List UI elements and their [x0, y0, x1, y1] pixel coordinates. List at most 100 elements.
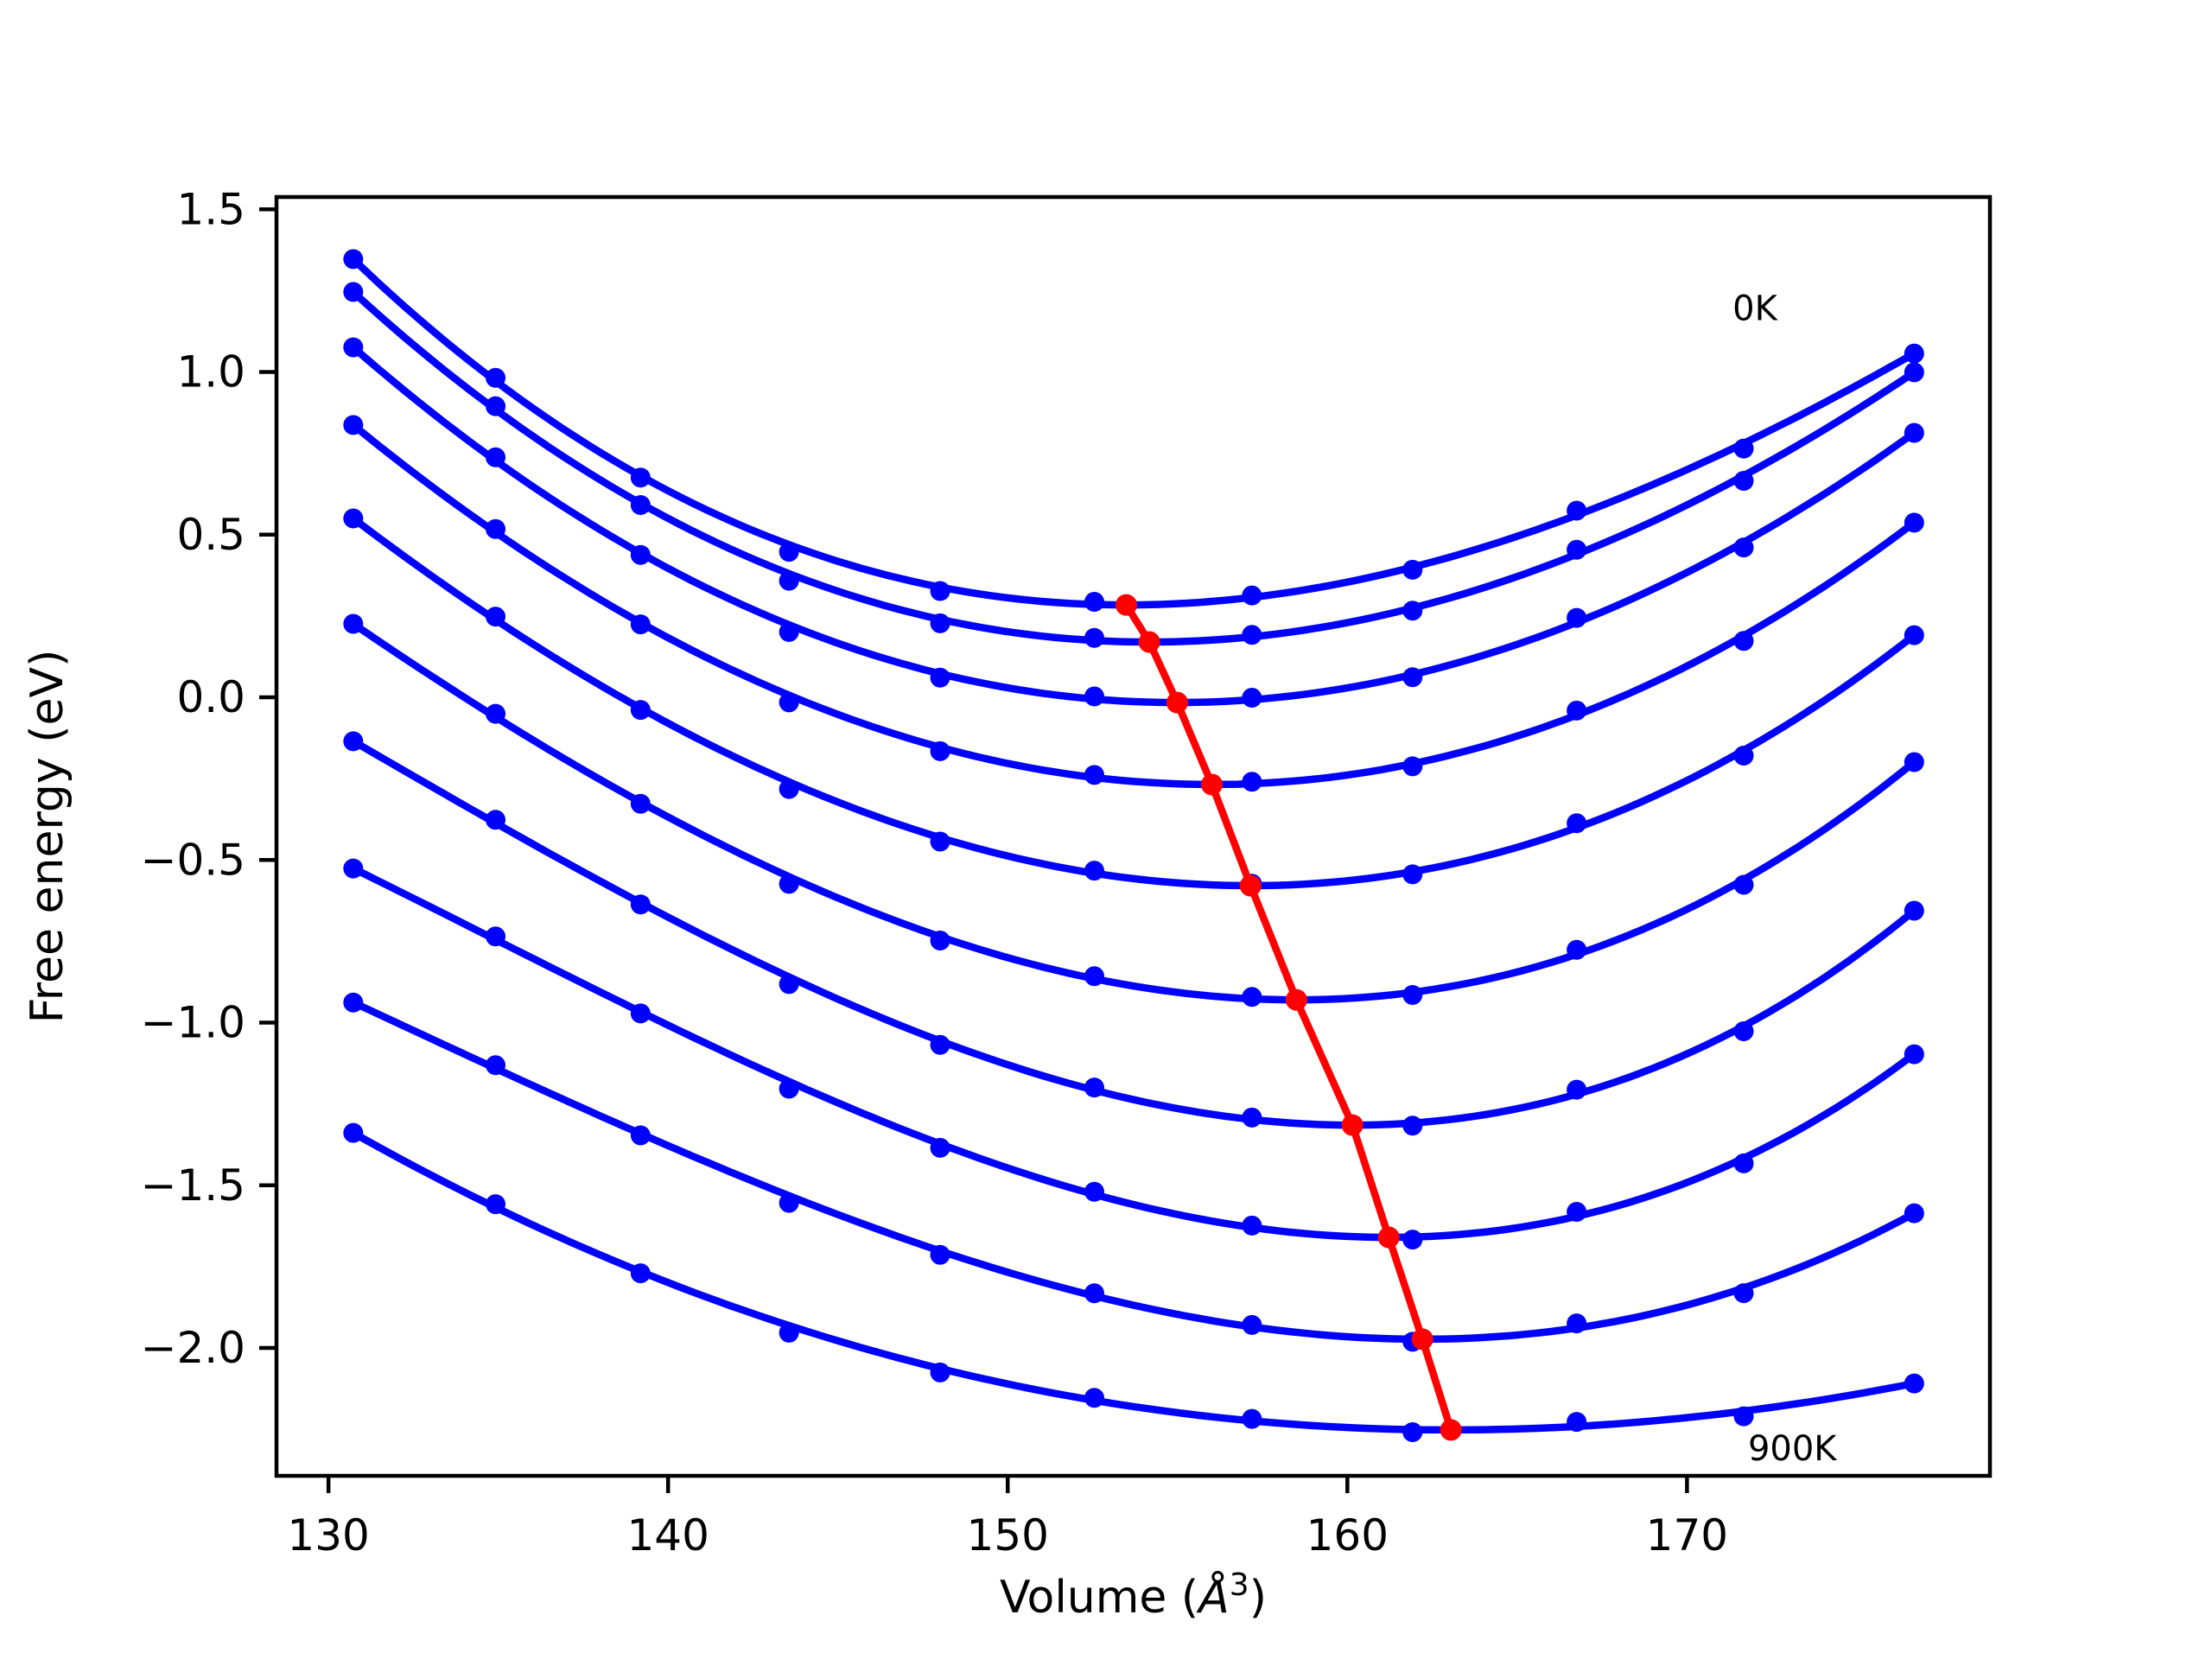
point-0K-V143.56	[779, 542, 799, 563]
point-400K-V161.92	[1402, 864, 1423, 885]
point-300K-V152.55	[1084, 765, 1104, 785]
point-700K-V176.69	[1904, 1044, 1924, 1065]
point-0K-V171.67	[1733, 438, 1754, 459]
minimum-point-200K	[1166, 691, 1188, 714]
point-700K-V171.67	[1733, 1153, 1754, 1173]
axes-frame	[274, 194, 1993, 1478]
point-600K-V134.92	[486, 810, 506, 830]
point-100K-V148.01	[930, 613, 950, 633]
point-800K-V148.01	[930, 1244, 950, 1265]
point-0K-V148.01	[930, 581, 950, 601]
point-900K-V157.19	[1242, 1408, 1262, 1429]
point-900K-V166.75	[1567, 1412, 1587, 1433]
point-500K-V176.69	[1904, 752, 1924, 772]
point-800K-V157.19	[1242, 1314, 1262, 1335]
dots-400K	[343, 508, 1924, 894]
point-800K-V139.19	[630, 1125, 651, 1146]
curve-800K	[349, 998, 1918, 1344]
curve-900K	[349, 1128, 1918, 1434]
y-tick-label-0.0: 0.0	[176, 672, 245, 722]
dots-200K	[343, 337, 1924, 709]
minimum-point-500K	[1285, 988, 1307, 1011]
point-300K-V130.73	[343, 415, 364, 435]
point-900K-V148.01	[930, 1362, 950, 1382]
point-200K-V130.73	[343, 337, 364, 358]
point-700K-V139.19	[630, 1003, 651, 1024]
dots-300K	[343, 415, 1924, 792]
point-200K-V143.56	[779, 621, 799, 642]
point-600K-V157.19	[1242, 1107, 1262, 1128]
y-tick-label-−2.0: −2.0	[141, 1323, 245, 1373]
data-points	[343, 249, 1924, 1443]
point-400K-V171.67	[1733, 745, 1754, 766]
point-600K-V161.92	[1402, 1116, 1423, 1136]
y-tick-label-−1.0: −1.0	[141, 998, 245, 1048]
point-300K-V161.92	[1402, 756, 1423, 777]
point-100K-V152.55	[1084, 627, 1104, 648]
point-600K-V152.55	[1084, 1077, 1104, 1098]
point-0K-V139.19	[630, 467, 651, 488]
point-100K-V130.73	[343, 282, 364, 302]
point-800K-V143.56	[779, 1192, 799, 1213]
point-600K-V166.75	[1567, 1079, 1587, 1100]
point-900K-V134.92	[486, 1194, 506, 1215]
curve-500K	[349, 620, 1918, 1004]
point-200K-V152.55	[1084, 686, 1104, 707]
curve-600K	[349, 737, 1918, 1129]
point-500K-V139.19	[630, 793, 651, 814]
point-600K-V171.67	[1733, 1021, 1754, 1042]
point-200K-V157.19	[1242, 688, 1262, 709]
point-200K-V171.67	[1733, 537, 1754, 558]
point-500K-V148.01	[930, 931, 950, 951]
dots-600K	[343, 731, 1924, 1136]
point-200K-V166.75	[1567, 607, 1587, 628]
minima-line	[1122, 601, 1455, 1434]
point-300K-V176.69	[1904, 512, 1924, 533]
point-400K-V130.73	[343, 508, 364, 529]
point-500K-V171.67	[1733, 874, 1754, 895]
point-300K-V157.19	[1242, 772, 1262, 792]
y-tick-label-0.5: 0.5	[176, 510, 245, 560]
minimum-point-900K	[1440, 1419, 1462, 1441]
curve-700K	[349, 864, 1918, 1242]
point-100K-V139.19	[630, 495, 651, 516]
point-700K-V166.75	[1567, 1201, 1587, 1222]
curve-200K	[349, 343, 1918, 707]
point-800K-V171.67	[1733, 1283, 1754, 1304]
y-tick-label-1.0: 1.0	[176, 347, 245, 397]
point-800K-V152.55	[1084, 1283, 1104, 1304]
point-500K-V130.73	[343, 613, 364, 634]
point-100K-V171.67	[1733, 471, 1754, 492]
x-tick-label-170: 170	[1646, 1510, 1728, 1560]
point-100K-V161.92	[1402, 601, 1423, 621]
point-800K-V176.69	[1904, 1203, 1924, 1224]
point-500K-V143.56	[779, 874, 799, 894]
point-300K-V148.01	[930, 741, 950, 761]
point-900K-V143.56	[779, 1322, 799, 1343]
point-100K-V176.69	[1904, 362, 1924, 383]
point-400K-V152.55	[1084, 861, 1104, 881]
point-300K-V143.56	[779, 692, 799, 713]
point-900K-V139.19	[630, 1263, 651, 1284]
point-600K-V143.56	[779, 974, 799, 995]
point-600K-V139.19	[630, 894, 651, 915]
point-200K-V134.92	[486, 447, 506, 467]
point-100K-V143.56	[779, 570, 799, 591]
y-tick-label-−1.5: −1.5	[141, 1160, 245, 1211]
point-200K-V161.92	[1402, 667, 1423, 688]
point-600K-V148.01	[930, 1034, 950, 1055]
x-tick-label-140: 140	[626, 1510, 709, 1560]
point-800K-V166.75	[1567, 1313, 1587, 1334]
point-300K-V171.67	[1733, 631, 1754, 652]
dots-100K	[343, 282, 1924, 648]
annotation-0K: 0K	[1732, 289, 1778, 328]
y-tick-label-−0.5: −0.5	[141, 835, 245, 885]
minimum-point-0K	[1115, 594, 1137, 616]
x-tick-label-160: 160	[1306, 1510, 1389, 1560]
point-700K-V152.55	[1084, 1181, 1104, 1202]
plot-area: 130 140 150 160 170 Volume (Å3) 1.5 1.0 0.5 0.0 −0…	[22, 184, 1993, 1624]
point-500K-V161.92	[1402, 984, 1423, 1005]
point-800K-V130.73	[343, 992, 364, 1013]
